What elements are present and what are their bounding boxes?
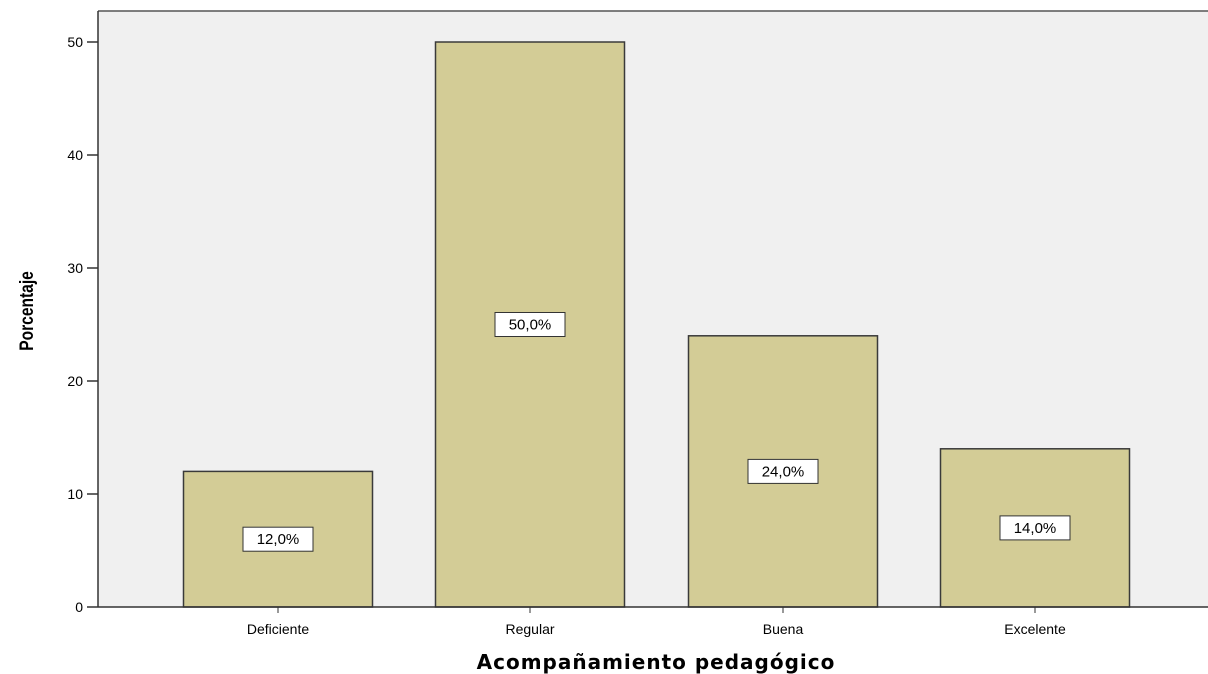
y-axis: 0 10 20 30 40 50 [67,11,99,615]
data-label-box [747,458,819,484]
y-tick-label: 20 [67,373,83,389]
x-axis: Deficiente Regular Buena Excelente [98,606,1208,637]
y-tick-label: 0 [75,599,83,615]
x-tick-label: Excelente [1004,621,1066,637]
data-label: 50,0% [509,317,552,334]
x-tick-label: Deficiente [247,621,309,637]
x-axis-title: Acompañamiento pedagógico [477,650,836,674]
x-tick-label: Buena [763,621,804,637]
data-label-box [242,526,314,552]
data-label-box [494,312,566,337]
data-label-box [999,515,1071,541]
data-label: 14,0% [1014,520,1057,537]
y-tick-label: 30 [67,260,83,276]
bars-group: 12,0% 50,0% 24,0% 14,0% [182,41,1131,608]
y-tick-label: 40 [67,147,83,163]
y-tick-label: 10 [67,486,83,502]
x-tick-label: Regular [505,621,554,637]
data-label: 24,0% [762,463,805,480]
y-tick-label: 50 [67,34,83,50]
y-axis-title: Porcentaje [16,271,38,351]
data-label: 12,0% [257,531,300,548]
